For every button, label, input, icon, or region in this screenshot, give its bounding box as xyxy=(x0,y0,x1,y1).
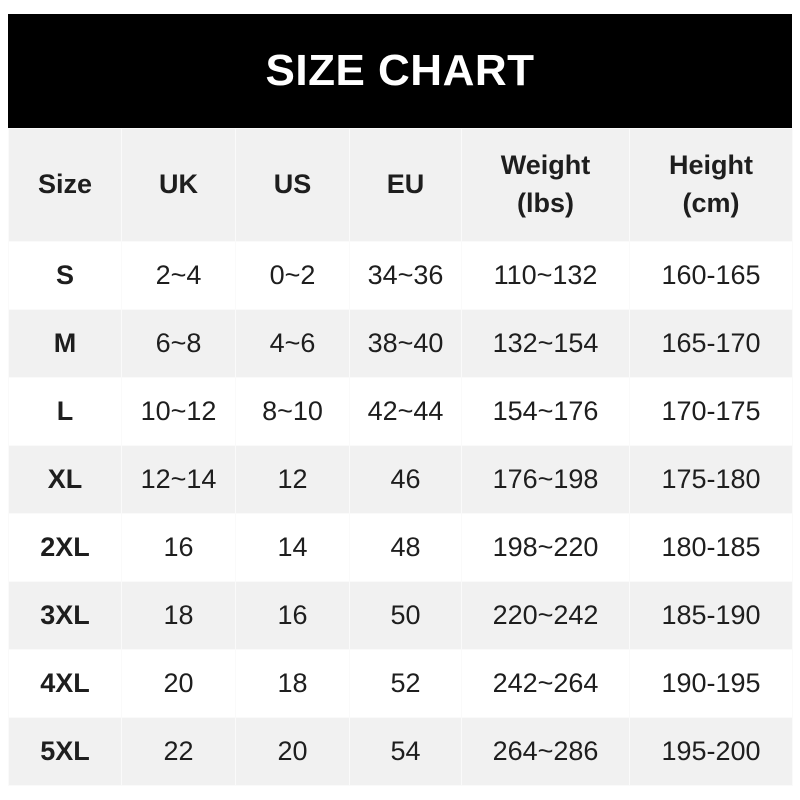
table-cell: 48 xyxy=(349,513,462,582)
table-cell: 20 xyxy=(235,717,350,786)
table-row: 2XL 16 14 48 198~220 180-185 xyxy=(8,513,793,582)
table-cell: 34~36 xyxy=(349,241,462,310)
size-label: M xyxy=(8,309,122,378)
table-cell: 14 xyxy=(235,513,350,582)
column-header: EU xyxy=(349,128,462,242)
table-cell: 0~2 xyxy=(235,241,350,310)
table-cell: 220~242 xyxy=(461,581,630,650)
table-cell: 110~132 xyxy=(461,241,630,310)
size-label: 2XL xyxy=(8,513,122,582)
table-cell: 20 xyxy=(121,649,236,718)
size-chart-title: SIZE CHART xyxy=(8,14,792,128)
table-header-row: Size UK US EU Weight (lbs) Height (cm) xyxy=(8,128,793,242)
table-cell: 38~40 xyxy=(349,309,462,378)
table-cell: 6~8 xyxy=(121,309,236,378)
table-row: M 6~8 4~6 38~40 132~154 165-170 xyxy=(8,309,793,378)
table-cell: 198~220 xyxy=(461,513,630,582)
table-cell: 2~4 xyxy=(121,241,236,310)
table-cell: 132~154 xyxy=(461,309,630,378)
size-table: Size UK US EU Weight (lbs) Height (cm) S 2~4 0~… xyxy=(8,128,793,786)
table-cell: 170-175 xyxy=(629,377,793,446)
table-cell: 264~286 xyxy=(461,717,630,786)
table-cell: 154~176 xyxy=(461,377,630,446)
table-cell: 16 xyxy=(121,513,236,582)
column-header: Height (cm) xyxy=(629,128,793,242)
table-cell: 190-195 xyxy=(629,649,793,718)
table-cell: 160-165 xyxy=(629,241,793,310)
table-cell: 4~6 xyxy=(235,309,350,378)
size-label: XL xyxy=(8,445,122,514)
table-cell: 195-200 xyxy=(629,717,793,786)
table-cell: 52 xyxy=(349,649,462,718)
table-row: XL 12~14 12 46 176~198 175-180 xyxy=(8,445,793,514)
table-cell: 185-190 xyxy=(629,581,793,650)
column-header: Size xyxy=(8,128,122,242)
table-cell: 16 xyxy=(235,581,350,650)
table-row: 5XL 22 20 54 264~286 195-200 xyxy=(8,717,793,786)
table-row: S 2~4 0~2 34~36 110~132 160-165 xyxy=(8,241,793,310)
table-cell: 165-170 xyxy=(629,309,793,378)
size-label: L xyxy=(8,377,122,446)
table-cell: 18 xyxy=(121,581,236,650)
table-row: 3XL 18 16 50 220~242 185-190 xyxy=(8,581,793,650)
column-header: US xyxy=(235,128,350,242)
column-header: UK xyxy=(121,128,236,242)
table-cell: 10~12 xyxy=(121,377,236,446)
table-cell: 12~14 xyxy=(121,445,236,514)
table-cell: 54 xyxy=(349,717,462,786)
size-label: 4XL xyxy=(8,649,122,718)
table-cell: 50 xyxy=(349,581,462,650)
table-cell: 22 xyxy=(121,717,236,786)
table-cell: 180-185 xyxy=(629,513,793,582)
table-cell: 46 xyxy=(349,445,462,514)
size-label: 3XL xyxy=(8,581,122,650)
table-cell: 18 xyxy=(235,649,350,718)
size-label: 5XL xyxy=(8,717,122,786)
table-cell: 8~10 xyxy=(235,377,350,446)
table-cell: 12 xyxy=(235,445,350,514)
column-header: Weight (lbs) xyxy=(461,128,630,242)
table-cell: 176~198 xyxy=(461,445,630,514)
table-cell: 242~264 xyxy=(461,649,630,718)
table-cell: 175-180 xyxy=(629,445,793,514)
table-row: L 10~12 8~10 42~44 154~176 170-175 xyxy=(8,377,793,446)
size-label: S xyxy=(8,241,122,310)
table-row: 4XL 20 18 52 242~264 190-195 xyxy=(8,649,793,718)
table-cell: 42~44 xyxy=(349,377,462,446)
